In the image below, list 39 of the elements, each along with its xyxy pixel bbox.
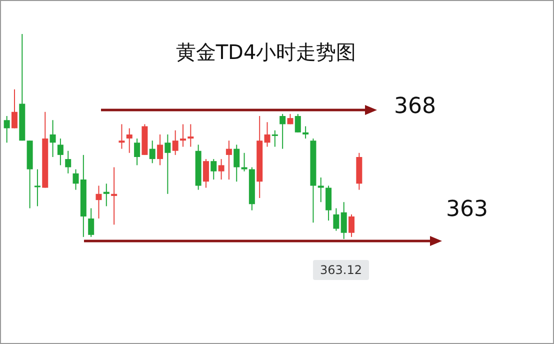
- candlestick: [264, 122, 270, 148]
- candlestick: [294, 113, 301, 133]
- candlestick: [302, 126, 309, 140]
- candlestick: [202, 158, 209, 188]
- candlestick: [318, 177, 324, 203]
- candlestick: [348, 214, 355, 238]
- candlestick: [157, 134, 164, 166]
- candlestick: [180, 124, 186, 148]
- candlestick: [164, 134, 171, 194]
- candlestick: [50, 120, 56, 158]
- candlestick: [188, 124, 194, 148]
- candlestick: [241, 152, 248, 172]
- candlestick: [134, 138, 140, 166]
- candlestick: [57, 138, 64, 166]
- candlestick: [88, 208, 94, 238]
- candlestick: [210, 158, 217, 180]
- text: 363: [446, 197, 488, 222]
- candlestick: [118, 124, 125, 150]
- candlestick: [172, 130, 178, 156]
- candlestick: [34, 168, 40, 207]
- candlestick: [103, 183, 110, 207]
- candlestick: [96, 185, 102, 219]
- candlestick: [126, 128, 132, 154]
- candlestick: [4, 116, 10, 144]
- candlestick: [111, 166, 118, 226]
- chart-title: 黄金TD4小时走势图: [176, 40, 356, 64]
- candlestick: [65, 150, 72, 174]
- candlestick: [272, 130, 278, 148]
- candlestick: [149, 140, 156, 164]
- candlestick: [234, 144, 240, 182]
- text: 363.12: [313, 260, 369, 280]
- candlestick: [326, 185, 332, 222]
- candlestick: [333, 208, 340, 232]
- text: 368: [394, 94, 436, 119]
- candlestick: [280, 113, 286, 150]
- candlestick: [11, 88, 18, 129]
- candlestick: [226, 140, 232, 180]
- candlestick: [340, 202, 347, 240]
- candlestick: [218, 158, 224, 180]
